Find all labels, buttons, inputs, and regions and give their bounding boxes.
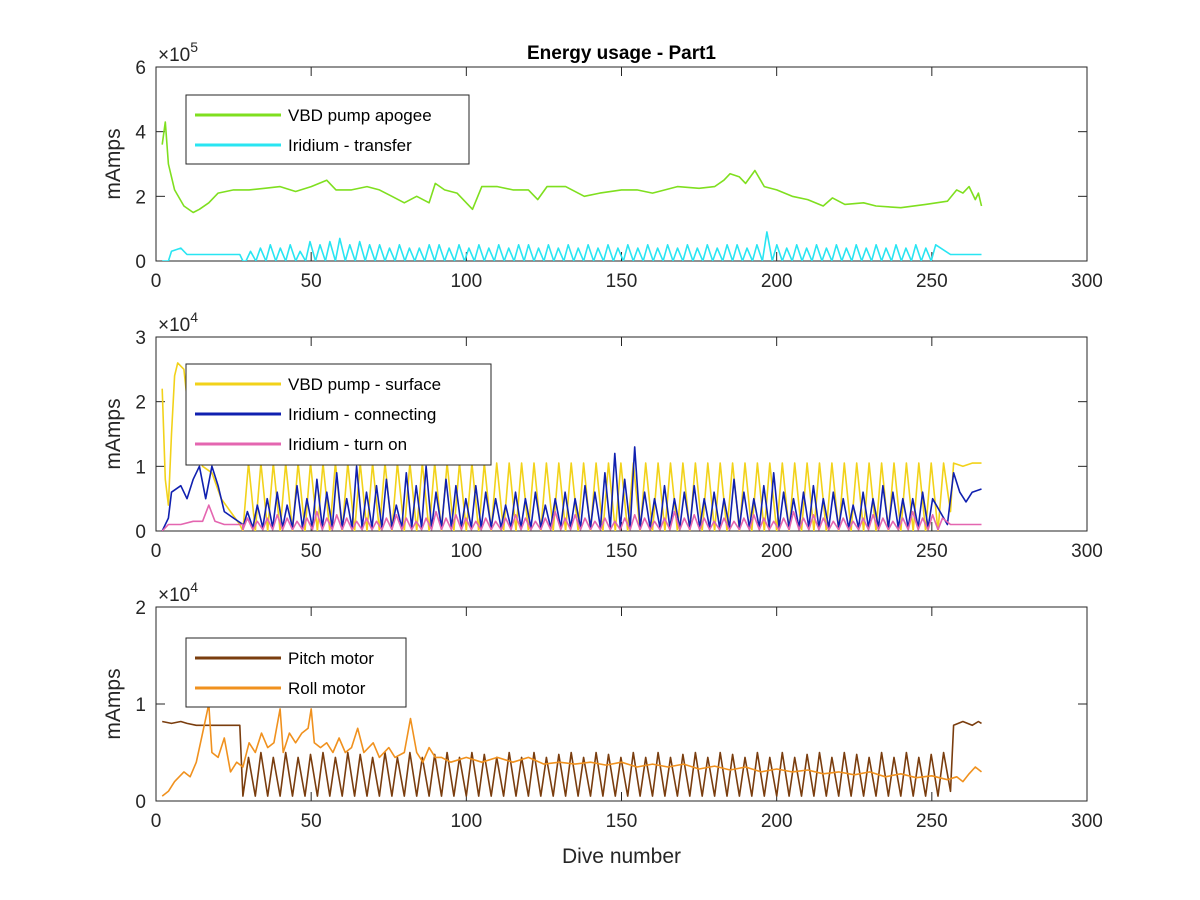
- axis-multiplier: ×104: [158, 309, 198, 336]
- axis-multiplier-exponent: 4: [190, 309, 198, 325]
- series-line-pitch-motor: [162, 720, 982, 797]
- axis-multiplier: ×104: [158, 579, 198, 606]
- legend-entry: Iridium - turn on: [288, 435, 407, 454]
- axis-multiplier-base: ×10: [158, 585, 190, 606]
- x-tick-label: 50: [301, 541, 322, 562]
- series-group: [161, 703, 982, 797]
- y-tick-label: 1: [135, 695, 146, 716]
- x-tick-label: 200: [761, 541, 793, 562]
- y-axis-label: mAmps: [102, 668, 125, 739]
- y-tick-label: 2: [135, 187, 146, 208]
- axis-multiplier-exponent: 4: [190, 579, 198, 595]
- series-line-iridium-transfer: [162, 231, 982, 261]
- x-tick-label: 300: [1071, 541, 1103, 562]
- legend-entry: Iridium - connecting: [288, 405, 436, 424]
- x-tick-label: 150: [606, 271, 638, 292]
- x-tick-label: 150: [606, 811, 638, 832]
- axis-multiplier-base: ×10: [158, 315, 190, 336]
- y-tick-label: 3: [135, 328, 146, 349]
- series-group: [161, 362, 982, 531]
- legend-entry: Iridium - transfer: [288, 136, 412, 155]
- series-line-iridium-turn-on: [161, 504, 982, 531]
- x-tick-label: 0: [151, 541, 162, 562]
- axes-vbd-surface-iridium: 0 50 100 150 200 250 300 0 1 2 3 ×104 mAmps VBD pump …: [102, 309, 1103, 562]
- axis-multiplier-base: ×10: [158, 45, 190, 66]
- x-tick-label: 100: [450, 811, 482, 832]
- axes-energy-part1: 0 50 100 150 200 250 300 0 2 4 6 ×105 mAmps Energy us…: [102, 39, 1103, 292]
- x-tick-label: 0: [151, 271, 162, 292]
- x-tick-label: 200: [761, 811, 793, 832]
- y-tick-label: 2: [135, 393, 146, 414]
- legend-box: [185, 94, 470, 165]
- y-axis-label: mAmps: [102, 128, 125, 199]
- y-tick-label: 0: [135, 522, 146, 543]
- x-tick-label: 0: [151, 811, 162, 832]
- series-line-roll-motor: [161, 703, 982, 797]
- legend-entry: Roll motor: [288, 679, 366, 698]
- x-tick-label: 250: [916, 811, 948, 832]
- legend-entry: VBD pump apogee: [288, 106, 432, 125]
- y-axis-label: mAmps: [102, 398, 125, 469]
- legend: Pitch motor Roll motor: [185, 637, 407, 708]
- series-group: [161, 121, 983, 261]
- y-tick-label: 6: [135, 58, 146, 79]
- x-tick-label: 50: [301, 271, 322, 292]
- x-tick-label: 300: [1071, 811, 1103, 832]
- x-tick-label: 250: [916, 541, 948, 562]
- y-tick-label: 2: [135, 598, 146, 619]
- legend-entry: VBD pump - surface: [288, 375, 441, 394]
- x-tick-label: 300: [1071, 271, 1103, 292]
- x-tick-label: 100: [450, 271, 482, 292]
- y-tick-label: 4: [135, 123, 146, 144]
- y-tick-label: 0: [135, 792, 146, 813]
- chart-title: Energy usage - Part1: [527, 43, 716, 64]
- axis-multiplier-exponent: 5: [190, 39, 198, 55]
- x-tick-label: 250: [916, 271, 948, 292]
- x-tick-label: 200: [761, 271, 793, 292]
- x-tick-label: 150: [606, 541, 638, 562]
- axes-pitch-roll-motor: 0 50 100 150 200 250 300 0 1 2 ×104 mAmps Dive numbe…: [102, 579, 1103, 868]
- series-line-vbd-pump-apogee: [161, 121, 983, 214]
- x-axis-label: Dive number: [562, 845, 681, 868]
- legend-entry: Pitch motor: [288, 649, 374, 668]
- axis-multiplier: ×105: [158, 39, 198, 66]
- legend: VBD pump apogee Iridium - transfer: [185, 94, 470, 165]
- x-tick-label: 50: [301, 811, 322, 832]
- legend-box: [185, 637, 407, 708]
- y-tick-label: 0: [135, 252, 146, 273]
- x-tick-label: 100: [450, 541, 482, 562]
- y-tick-label: 1: [135, 457, 146, 478]
- legend: VBD pump - surface Iridium - connecting Ir…: [185, 363, 492, 466]
